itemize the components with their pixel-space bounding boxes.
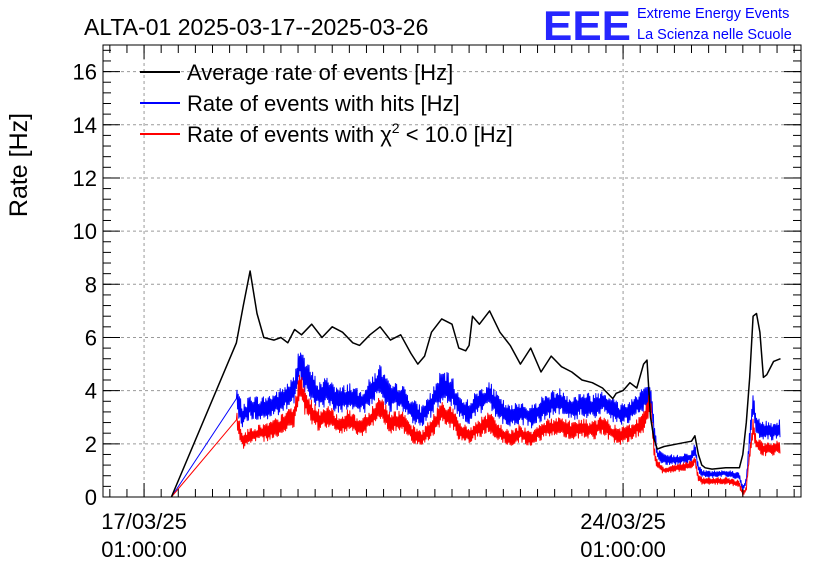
eee-logo: EEE Extreme Energy Events La Scienza nel… (543, 2, 792, 49)
chart-title: ALTA-01 2025-03-17--2025-03-26 (84, 14, 428, 40)
axis-ticks (103, 45, 801, 498)
y-tick-label: 0 (85, 485, 97, 510)
legend-label-hits: Rate of events with hits [Hz] (187, 91, 460, 116)
x-tick-label-time: 01:00:00 (580, 537, 666, 562)
legend-label-chi2: Rate of events with χ2 < 10.0 [Hz] (187, 120, 513, 147)
x-tick-label-date: 24/03/25 (580, 509, 666, 534)
series-line-average (170, 270, 781, 498)
legend-chi2-pre: Rate of events with (187, 122, 380, 147)
legend-chi2-post: < 10.0 [Hz] (400, 122, 513, 147)
series-line-chi2 (171, 374, 781, 498)
y-tick-label: 4 (85, 379, 97, 404)
y-tick-label: 10 (73, 219, 97, 244)
y-axis-label: Rate [Hz] (5, 113, 33, 217)
x-tick-labels: 17/03/25 01:00:00 24/03/25 01:00:00 (101, 509, 666, 562)
y-tick-label: 2 (85, 432, 97, 457)
legend-chi2-sup: 2 (392, 120, 400, 136)
eee-logo-line2: La Scienza nelle Scuole (637, 27, 792, 43)
legend-chi2-symbol: χ (380, 122, 392, 147)
y-tick-labels: 0 2 4 6 8 10 12 14 16 (73, 60, 97, 510)
series-line-hits (170, 352, 781, 498)
eee-logo-line1: Extreme Energy Events (637, 6, 789, 22)
eee-logo-mark: EEE (543, 2, 631, 49)
legend: Average rate of events [Hz] Rate of even… (140, 60, 513, 147)
y-tick-label: 8 (85, 272, 97, 297)
legend-label-average: Average rate of events [Hz] (187, 60, 453, 85)
series-layer (170, 270, 781, 498)
y-tick-label: 16 (73, 60, 97, 85)
y-tick-label: 12 (73, 166, 97, 191)
x-tick-label-time: 01:00:00 (101, 537, 187, 562)
x-tick-label-date: 17/03/25 (101, 509, 187, 534)
y-tick-label: 6 (85, 325, 97, 350)
y-tick-label: 14 (73, 113, 97, 138)
